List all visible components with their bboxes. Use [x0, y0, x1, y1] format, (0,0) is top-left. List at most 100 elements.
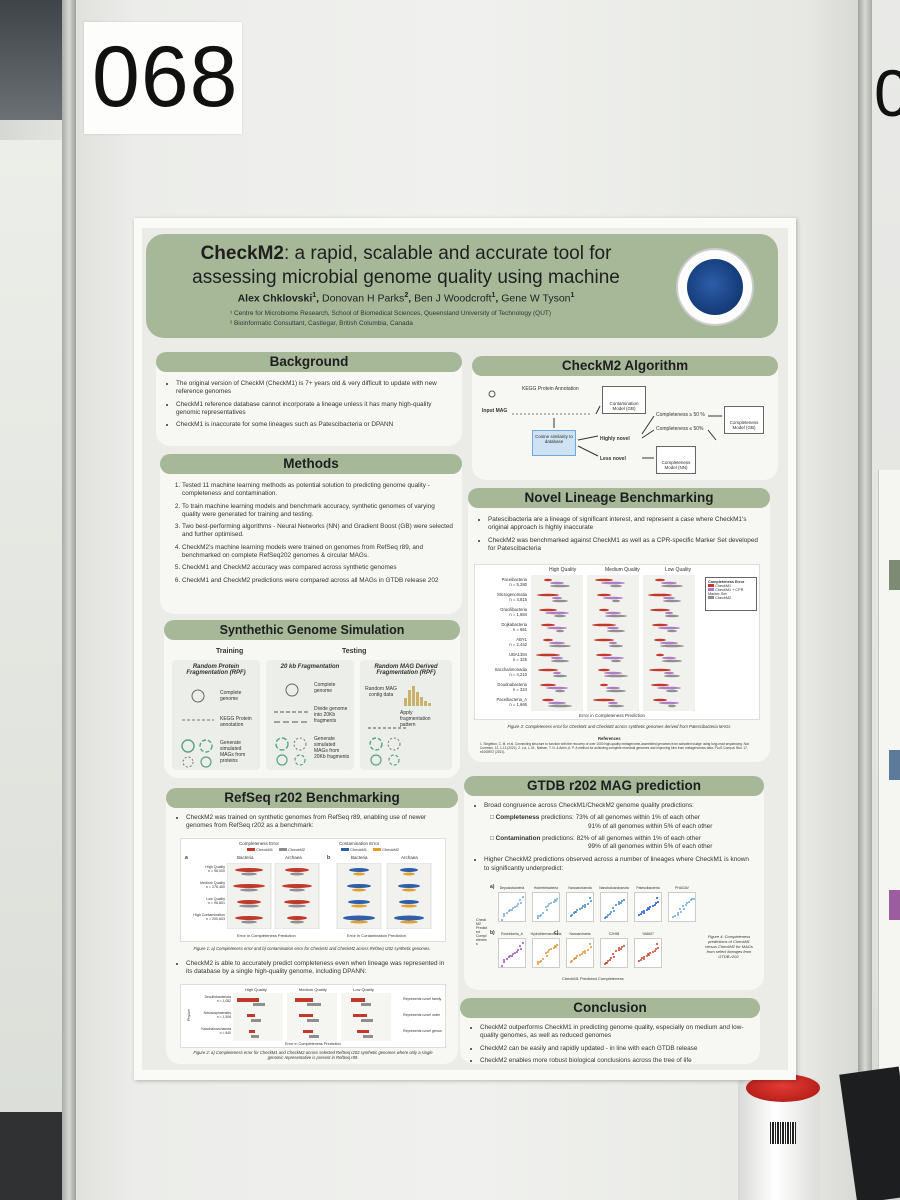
- fig4-scatter-panel: [498, 938, 526, 968]
- fig3-violin: [541, 623, 555, 627]
- fig4-point: [573, 910, 576, 913]
- fig4-point: [603, 917, 606, 920]
- fig3-violin: [608, 701, 618, 705]
- fig4-lineage-label: Nanoarchaeia: [569, 932, 591, 936]
- gtdb-item: Higher CheckM2 predictions observed acro…: [484, 856, 756, 873]
- fig4-point: [581, 951, 584, 954]
- fig4-point: [522, 941, 525, 944]
- fig4-point: [542, 958, 545, 961]
- fig3-row-count: n = 5,280: [509, 582, 527, 587]
- author-sup: 1: [312, 292, 317, 299]
- contamination-model-box: Contamination Model (GB): [602, 386, 646, 414]
- fig3-violin: [657, 686, 681, 690]
- archaea-label-b: Archaea: [401, 855, 418, 860]
- fig3-violin: [551, 656, 563, 660]
- fig3-violin: [663, 596, 675, 600]
- fig3-violin: [540, 683, 556, 687]
- fig2-row-name: Desulfobacteriota: [204, 995, 231, 999]
- conclusion-item: CheckM2 can be easily and rapidly update…: [480, 1045, 752, 1053]
- figure-3-violins: [531, 575, 695, 711]
- fig3-violin: [665, 614, 679, 618]
- fig4-point: [642, 958, 645, 960]
- fig4-point: [545, 909, 548, 912]
- methods-panel: Methods Tested 11 machine learning metho…: [160, 454, 462, 614]
- fragmentation-step: Generate simulated MAGs from 20Kb fragme…: [314, 736, 350, 760]
- fig4-lineage-label: Hubertebacteria: [533, 886, 559, 890]
- fig4-point: [637, 960, 640, 963]
- rpf-column: Random Protein Fragmentation (RPF) Compl…: [172, 660, 260, 770]
- fig4-scatter-panel: [634, 892, 662, 922]
- fig3-violin: [650, 608, 670, 612]
- fig4-point: [575, 957, 578, 960]
- violin-group: [233, 868, 424, 924]
- fig4-point: [553, 945, 556, 947]
- fig4-point: [615, 904, 618, 906]
- fig4-scatter-panel: [600, 938, 628, 968]
- fig4-point: [544, 952, 547, 955]
- fig3-violin: [668, 704, 676, 708]
- fig4-point: [510, 955, 513, 958]
- fig4-scatter-panel: [634, 938, 662, 968]
- fig3-violin: [556, 629, 564, 633]
- fig4-point: [606, 960, 609, 963]
- fig4-point: [619, 901, 622, 904]
- fig4-point: [538, 915, 541, 918]
- fig4-point: [539, 913, 542, 916]
- fig3-row-name: ABY1: [516, 637, 527, 642]
- fig4-point: [609, 913, 612, 916]
- fig4-point: [552, 946, 555, 949]
- fragmentation-step: Divide genome into 20Kb fragments: [314, 706, 348, 724]
- fig4-point: [623, 944, 626, 947]
- fig2-note: Represents novel family: [403, 997, 442, 1001]
- fig4-point: [677, 912, 680, 915]
- panel-a-label: a: [185, 855, 188, 861]
- fig4-point: [606, 916, 609, 919]
- algorithm-heading: CheckM2 Algorithm: [472, 356, 778, 376]
- row-label-count: n = 96,000: [207, 869, 225, 873]
- fig3-violin: [542, 698, 554, 702]
- fragmentation-title: 20 kb Fragmentation: [280, 664, 340, 670]
- fig3-row: ABY1 n = 2,442: [477, 637, 527, 647]
- gtdb-body: Broad congruence across CheckM1/CheckM2 …: [474, 802, 756, 877]
- fig3-row-name: Paceibacteria_A: [496, 697, 528, 702]
- fig4-point: [606, 962, 609, 965]
- fig4-point: [501, 965, 503, 967]
- fig4-point: [618, 901, 621, 903]
- row-label-name: High Contamination: [193, 913, 225, 917]
- fig4-point: [502, 960, 505, 963]
- figure-1-violins: [227, 863, 432, 929]
- fig3-violin: [610, 584, 622, 588]
- row-label-count: n = 276,460: [205, 885, 225, 889]
- fragmentation-column: 20 kb Fragmentation Complete genome Divi…: [266, 660, 354, 770]
- fig3-row-name: UBA1384: [509, 652, 527, 657]
- fig3-row-name: Paceibacteria: [501, 577, 527, 582]
- fig4-point: [684, 903, 687, 906]
- fig4-panel-b: b): [490, 930, 495, 936]
- fig3-violin: [553, 674, 567, 678]
- fig3-violin: [653, 698, 667, 702]
- fig3-violin: [543, 638, 553, 642]
- poster: CheckM2: a rapid, scalable and accurate …: [134, 218, 796, 1080]
- fig4-point: [611, 907, 614, 909]
- fig3-violin: [604, 671, 622, 675]
- fig2-note: Represents novel order: [403, 1013, 441, 1017]
- fig3-violin: [648, 593, 672, 597]
- fig4-point: [576, 955, 579, 958]
- fig4-point: [646, 953, 649, 956]
- fig4-point: [570, 959, 573, 962]
- author: Donovan H Parks: [322, 292, 405, 305]
- background-item: CheckM1 reference database cannot incorp…: [176, 401, 454, 418]
- fig4-point: [682, 904, 685, 907]
- fig4-point: [619, 947, 622, 950]
- fig4-lineage-label: PHAGAV: [675, 886, 689, 890]
- fig3-violin: [545, 611, 569, 615]
- fig4-point: [536, 962, 539, 965]
- fig4-point: [511, 953, 514, 956]
- rpf-diagram: [181, 689, 214, 768]
- affiliation-2: ² Bioinformatic Consultant, Castlegar, B…: [230, 320, 413, 327]
- fig4-point: [640, 911, 643, 914]
- legend-checkm1: CheckM1: [247, 847, 273, 852]
- fig4-scatter-panel: [566, 938, 594, 968]
- fig3-row-name: Saccharimonadia: [494, 667, 527, 672]
- figure-3-caption: Figure 3: Completeness error for CheckM1…: [507, 724, 731, 729]
